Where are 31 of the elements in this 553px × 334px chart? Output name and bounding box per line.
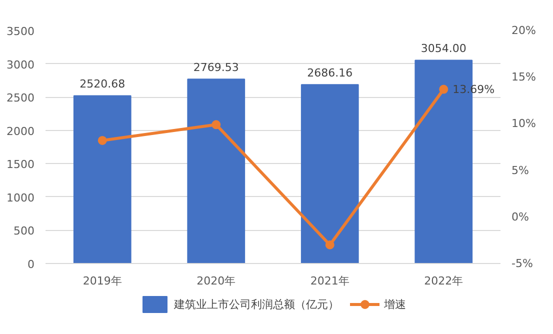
x-tick-label: 2019年: [82, 274, 122, 288]
point: [439, 84, 448, 94]
y-tick-label: 0: [28, 258, 34, 271]
bar: [73, 95, 132, 264]
data-label: 2520.68: [80, 78, 126, 91]
y-tick-label: 1000: [6, 191, 35, 204]
y2-tick-label: 0%: [512, 210, 529, 224]
y-tick-label: 3500: [6, 25, 35, 38]
y2-tick-label: 20%: [512, 24, 536, 37]
y2-tick-label: 15%: [512, 70, 536, 84]
y-tick-label: 2500: [6, 92, 35, 105]
bar: [187, 78, 246, 264]
y-tick-label: 1500: [6, 158, 35, 172]
data-label: 2686.16: [307, 66, 353, 80]
bar: [300, 84, 359, 264]
y-tick-label: 3000: [6, 58, 35, 72]
y-tick-label: 2000: [6, 124, 35, 138]
y-tick-label: 500: [14, 224, 35, 238]
y2-tick-label: -5%: [512, 257, 533, 270]
y2-tick-label: 5%: [512, 164, 529, 177]
data-label: 2769.53: [193, 61, 239, 74]
y2-tick-label: 10%: [512, 117, 536, 130]
x-tick-label: 2020年: [196, 274, 236, 288]
point: [212, 120, 221, 130]
point: [325, 240, 334, 250]
x-tick-label: 2022年: [424, 274, 464, 288]
point: [98, 136, 107, 145]
data-label: 3054.00: [420, 42, 466, 56]
legend-label: 增速: [384, 296, 406, 312]
legend-label: 建筑业上市公司利润总额（亿元）: [174, 296, 339, 312]
x-tick-label: 2021年: [310, 274, 350, 288]
